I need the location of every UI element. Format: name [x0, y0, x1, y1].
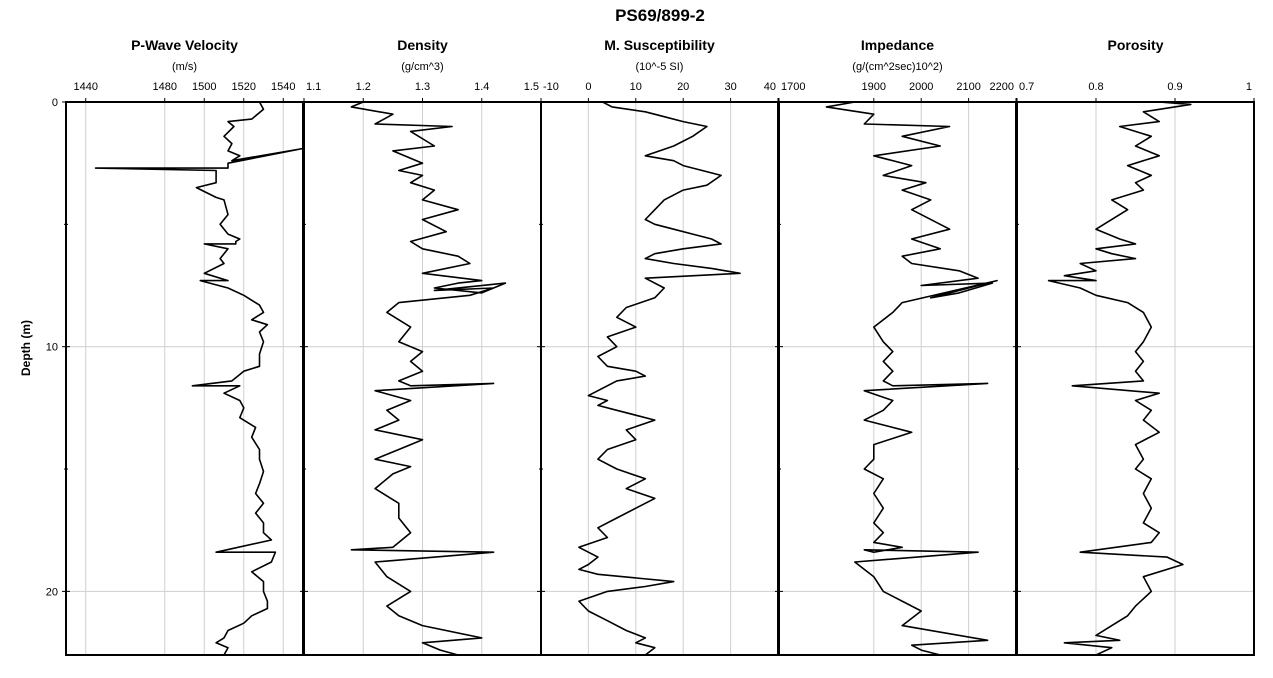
x-tick-label: 10	[630, 81, 642, 93]
x-tick-label: 2200	[990, 81, 1014, 93]
x-tick-label: 1700	[781, 81, 805, 93]
trace-p-wave-velocity	[94, 101, 304, 656]
panel-title-density: Density	[397, 37, 448, 53]
x-tick-label: 0.7	[1019, 81, 1034, 93]
x-tick-label: 1	[1246, 81, 1252, 93]
panel-frame-porosity	[1016, 101, 1255, 656]
x-tick-label: 1.2	[356, 81, 371, 93]
x-tick-label: 2000	[909, 81, 933, 93]
panels-group: P-Wave Velocity (m/s) 1440 1480 1500 1520 1540…	[46, 37, 1255, 656]
panel-p-wave-velocity: P-Wave Velocity (m/s) 1440 1480 1500 1520 1540…	[46, 37, 304, 656]
x-tick-label: 1.1	[306, 81, 321, 93]
x-tick-label: 1.4	[474, 81, 489, 93]
panel-title-p-wave-velocity: P-Wave Velocity	[131, 37, 238, 53]
panel-frame-impedance	[778, 101, 1017, 656]
x-tick-label: 0.9	[1167, 81, 1182, 93]
x-tick-label: 2100	[956, 81, 980, 93]
panel-unit-density: (g/cm^3)	[401, 61, 443, 73]
panel-title-porosity: Porosity	[1107, 37, 1163, 53]
y-axis-label: Depth (m)	[19, 320, 33, 376]
panel-m-susceptibility: M. Susceptibility (10^-5 SI) -10 0 10 20 30 40	[537, 37, 779, 656]
x-tick-label: 0.8	[1088, 81, 1103, 93]
y-tick-label: 10	[46, 342, 58, 354]
panel-title-impedance: Impedance	[861, 37, 934, 53]
panel-impedance: Impedance (g/(cm^2sec)10^2) 1700 1900 2000 21…	[775, 37, 1017, 656]
panel-unit-impedance: (g/(cm^2sec)10^2)	[852, 61, 942, 73]
y-tick-label: 0	[52, 97, 58, 109]
x-tick-label: 1.3	[415, 81, 430, 93]
x-tick-label: 30	[724, 81, 736, 93]
x-tick-label: 1540	[271, 81, 295, 93]
trace-m-susceptibility	[578, 101, 741, 656]
x-tick-label: 0	[585, 81, 591, 93]
panel-frame-p-wave-velocity	[65, 101, 304, 656]
panel-porosity: Porosity 0.7 0.8 0.9 1	[1013, 37, 1255, 656]
panel-density: Density (g/cm^3) 1.1 1.2 1.3 1.4 1.5	[300, 37, 542, 656]
panel-frame-m-susceptibility	[540, 101, 779, 656]
x-tick-label: 20	[677, 81, 689, 93]
x-tick-label: 40	[764, 81, 776, 93]
x-tick-label: -10	[543, 81, 559, 93]
x-tick-label: 1440	[74, 81, 98, 93]
panel-title-m-susceptibility: M. Susceptibility	[604, 37, 715, 53]
x-tick-label: 1900	[862, 81, 886, 93]
x-tick-label: 1500	[192, 81, 216, 93]
trace-impedance	[825, 101, 998, 656]
chart-title: PS69/899-2	[615, 6, 705, 25]
trace-porosity	[1047, 101, 1192, 656]
trace-density	[350, 101, 507, 656]
panel-unit-p-wave-velocity: (m/s)	[172, 61, 197, 73]
x-tick-label: 1480	[153, 81, 177, 93]
panel-unit-m-susceptibility: (10^-5 SI)	[636, 61, 684, 73]
x-tick-label: 1520	[232, 81, 256, 93]
y-tick-label: 20	[46, 586, 58, 598]
x-tick-label: 1.5	[524, 81, 539, 93]
